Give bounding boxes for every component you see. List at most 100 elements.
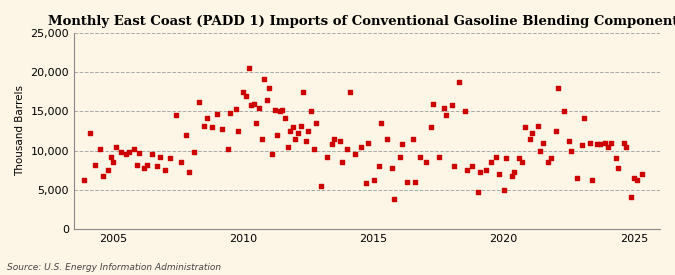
- Point: [345, 90, 356, 94]
- Point: [292, 131, 303, 136]
- Point: [267, 152, 277, 157]
- Point: [550, 129, 561, 133]
- Point: [142, 162, 153, 167]
- Point: [637, 172, 647, 176]
- Point: [128, 147, 139, 151]
- Point: [493, 172, 504, 176]
- Point: [316, 183, 327, 188]
- Title: Monthly East Coast (PADD 1) Imports of Conventional Gasoline Blending Components: Monthly East Coast (PADD 1) Imports of C…: [48, 15, 675, 28]
- Point: [201, 116, 212, 120]
- Point: [439, 105, 450, 110]
- Point: [467, 164, 478, 168]
- Point: [134, 151, 144, 155]
- Point: [152, 164, 163, 168]
- Point: [376, 121, 387, 125]
- Point: [222, 147, 233, 151]
- Point: [610, 156, 621, 161]
- Point: [188, 150, 199, 154]
- Point: [199, 123, 210, 128]
- Point: [475, 170, 486, 175]
- Point: [279, 116, 290, 120]
- Point: [600, 141, 611, 145]
- Point: [290, 137, 301, 141]
- Point: [334, 139, 345, 143]
- Point: [506, 174, 517, 178]
- Point: [386, 166, 397, 170]
- Point: [277, 108, 288, 112]
- Point: [631, 178, 642, 182]
- Point: [462, 168, 472, 172]
- Point: [170, 113, 181, 117]
- Point: [592, 142, 603, 147]
- Point: [246, 103, 256, 108]
- Point: [90, 162, 101, 167]
- Point: [183, 169, 194, 174]
- Point: [251, 121, 262, 125]
- Point: [248, 101, 259, 106]
- Point: [613, 166, 624, 170]
- Point: [264, 86, 275, 90]
- Point: [121, 152, 132, 157]
- Point: [537, 141, 548, 145]
- Point: [543, 160, 554, 164]
- Point: [545, 156, 556, 161]
- Point: [110, 144, 121, 149]
- Point: [472, 190, 483, 194]
- Point: [238, 90, 248, 94]
- Point: [124, 150, 134, 154]
- Y-axis label: Thousand Barrels: Thousand Barrels: [15, 86, 25, 177]
- Point: [165, 156, 176, 161]
- Point: [79, 178, 90, 182]
- Point: [527, 131, 538, 136]
- Point: [579, 116, 590, 120]
- Point: [397, 142, 408, 147]
- Point: [254, 105, 265, 110]
- Point: [618, 141, 629, 145]
- Point: [407, 137, 418, 141]
- Point: [628, 176, 639, 180]
- Point: [485, 160, 496, 164]
- Point: [491, 155, 502, 159]
- Point: [524, 137, 535, 141]
- Point: [311, 121, 322, 125]
- Point: [337, 160, 348, 164]
- Point: [259, 76, 269, 81]
- Point: [95, 147, 105, 151]
- Point: [207, 125, 217, 129]
- Point: [176, 160, 186, 164]
- Point: [394, 155, 405, 159]
- Point: [585, 141, 595, 145]
- Point: [105, 155, 116, 159]
- Point: [181, 133, 192, 137]
- Point: [243, 66, 254, 71]
- Point: [288, 125, 298, 129]
- Point: [300, 139, 311, 143]
- Point: [97, 173, 108, 178]
- Point: [282, 144, 293, 149]
- Point: [501, 156, 512, 161]
- Point: [566, 148, 577, 153]
- Point: [233, 129, 244, 133]
- Point: [217, 126, 228, 131]
- Point: [605, 141, 616, 145]
- Point: [256, 137, 267, 141]
- Point: [564, 139, 574, 143]
- Point: [342, 147, 353, 151]
- Point: [360, 181, 371, 186]
- Point: [576, 143, 587, 147]
- Point: [131, 162, 142, 167]
- Point: [329, 137, 340, 141]
- Point: [194, 100, 205, 104]
- Point: [225, 111, 236, 115]
- Point: [519, 125, 530, 129]
- Point: [298, 90, 308, 94]
- Point: [553, 86, 564, 90]
- Point: [321, 155, 332, 159]
- Point: [306, 109, 317, 114]
- Point: [532, 123, 543, 128]
- Point: [558, 109, 569, 114]
- Point: [285, 129, 296, 133]
- Point: [480, 168, 491, 172]
- Point: [516, 160, 527, 164]
- Point: [355, 144, 366, 149]
